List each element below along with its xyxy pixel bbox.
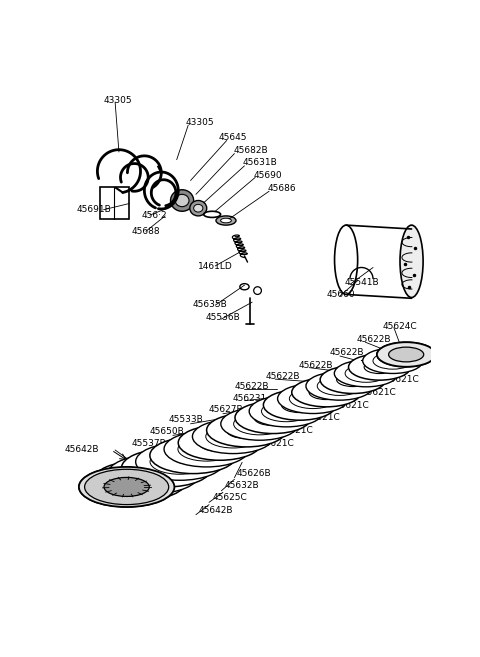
Text: 45622B: 45622B xyxy=(329,348,364,357)
Text: 45686: 45686 xyxy=(267,185,296,193)
Ellipse shape xyxy=(150,437,237,474)
Ellipse shape xyxy=(377,342,435,367)
Ellipse shape xyxy=(84,469,168,505)
Ellipse shape xyxy=(178,425,262,461)
Ellipse shape xyxy=(164,431,249,467)
Text: 45635B: 45635B xyxy=(192,300,227,309)
Ellipse shape xyxy=(400,225,423,298)
Text: 45642B: 45642B xyxy=(198,505,233,514)
Ellipse shape xyxy=(292,378,361,407)
Text: 45631B: 45631B xyxy=(242,158,277,168)
Text: 45624C: 45624C xyxy=(383,323,418,331)
Ellipse shape xyxy=(206,413,286,447)
Text: 45622B: 45622B xyxy=(356,335,391,344)
Ellipse shape xyxy=(306,372,373,400)
Text: 45621C: 45621C xyxy=(260,439,295,447)
Text: 456231: 456231 xyxy=(232,394,266,403)
Ellipse shape xyxy=(348,354,410,380)
Ellipse shape xyxy=(93,461,187,501)
Ellipse shape xyxy=(264,390,336,420)
Text: 45537B: 45537B xyxy=(132,439,167,447)
Text: 45660: 45660 xyxy=(326,290,355,299)
Ellipse shape xyxy=(190,200,207,216)
Ellipse shape xyxy=(249,396,324,427)
Ellipse shape xyxy=(170,190,193,212)
Ellipse shape xyxy=(335,360,398,387)
Ellipse shape xyxy=(79,467,174,507)
Text: 45541B: 45541B xyxy=(345,279,379,287)
Ellipse shape xyxy=(221,407,299,440)
Text: 45632B: 45632B xyxy=(225,481,259,490)
Ellipse shape xyxy=(389,347,424,362)
Ellipse shape xyxy=(277,384,348,413)
Text: 45621C: 45621C xyxy=(278,426,313,435)
Ellipse shape xyxy=(363,348,423,373)
Text: 45650B: 45650B xyxy=(150,427,184,436)
Text: 45645: 45645 xyxy=(219,133,248,142)
Text: 45690: 45690 xyxy=(254,171,282,179)
Ellipse shape xyxy=(136,443,224,480)
Text: 1461LD: 1461LD xyxy=(198,262,233,271)
Text: 45622B: 45622B xyxy=(234,382,269,392)
Ellipse shape xyxy=(320,366,386,394)
Text: 456·2: 456·2 xyxy=(141,212,167,220)
Ellipse shape xyxy=(193,204,203,212)
Text: 45536B: 45536B xyxy=(206,313,240,322)
Text: 45621C: 45621C xyxy=(361,388,396,397)
Text: 43305: 43305 xyxy=(104,96,132,105)
Ellipse shape xyxy=(235,401,311,434)
Ellipse shape xyxy=(108,455,199,493)
Text: 45627B: 45627B xyxy=(209,405,244,415)
Ellipse shape xyxy=(192,419,274,453)
Ellipse shape xyxy=(121,449,212,487)
Ellipse shape xyxy=(104,478,149,497)
Ellipse shape xyxy=(377,342,435,367)
Text: 45622B: 45622B xyxy=(265,372,300,380)
Text: 45691B: 45691B xyxy=(77,205,111,214)
Ellipse shape xyxy=(175,194,189,207)
Text: 45621C: 45621C xyxy=(335,401,369,410)
Text: 45682B: 45682B xyxy=(234,146,268,155)
Ellipse shape xyxy=(216,216,236,225)
Text: 45621C: 45621C xyxy=(306,413,341,422)
Text: 45688: 45688 xyxy=(132,227,161,236)
Ellipse shape xyxy=(79,467,174,507)
Text: 45625C: 45625C xyxy=(212,493,247,502)
Ellipse shape xyxy=(221,218,231,223)
Text: 43305: 43305 xyxy=(186,118,215,127)
Text: 45642B: 45642B xyxy=(65,445,99,455)
Text: 45626B: 45626B xyxy=(237,468,271,478)
Bar xyxy=(100,187,129,219)
Text: 45621C: 45621C xyxy=(384,375,420,384)
Text: 45533B: 45533B xyxy=(169,415,204,424)
Text: 45622B: 45622B xyxy=(299,361,333,370)
